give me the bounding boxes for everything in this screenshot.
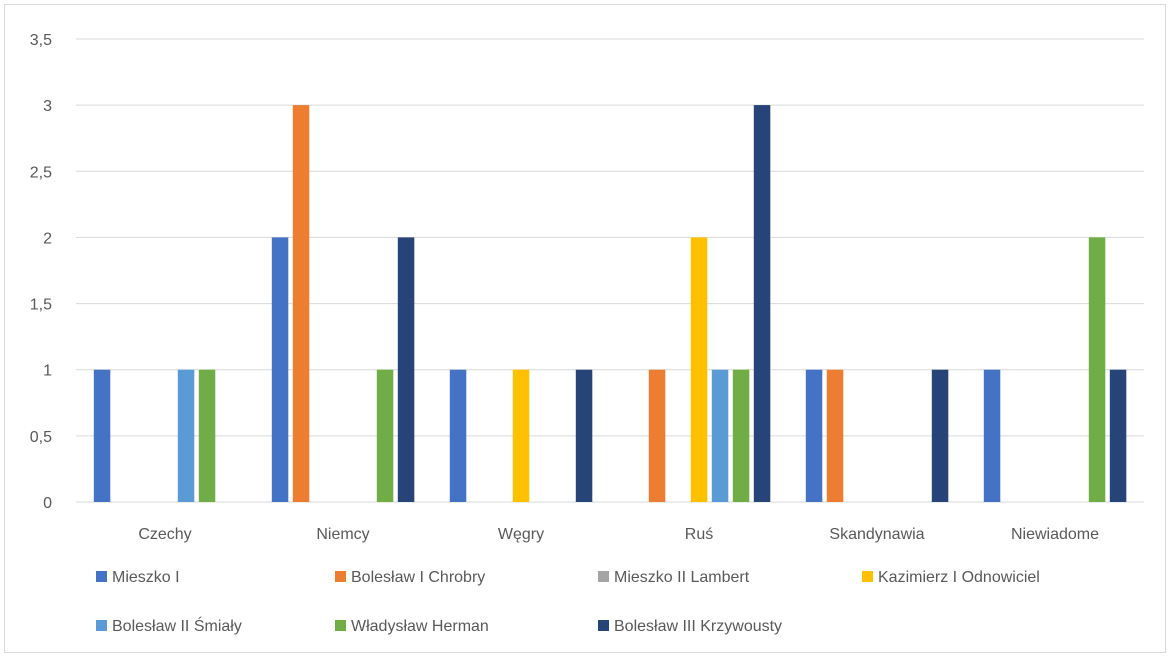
bar: [177, 369, 195, 502]
y-axis-ticks: 0 0,5 1 1,5 2 2,5 3 3,5: [30, 32, 52, 512]
bar: [826, 369, 844, 502]
chart-frame: [4, 4, 1166, 653]
x-category-label: Niewiadome: [1011, 526, 1099, 543]
y-tick-label: 0: [43, 495, 52, 512]
bar: [512, 369, 530, 502]
y-tick-label: 2: [43, 230, 52, 247]
bar: [93, 369, 111, 502]
bar: [449, 369, 467, 502]
bar: [931, 369, 949, 502]
y-tick-label: 0,5: [30, 429, 52, 446]
bar: [1088, 237, 1106, 502]
y-tick-label: 3,5: [30, 32, 52, 49]
legend-swatch: [335, 571, 346, 582]
legend-label: Kazimierz I Odnowiciel: [878, 569, 1040, 586]
bar: [198, 369, 216, 502]
bar: [805, 369, 823, 502]
y-tick-label: 1: [43, 363, 52, 380]
bar: [648, 369, 666, 502]
y-tick-label: 2,5: [30, 164, 52, 181]
legend-label: Władysław Herman: [351, 618, 489, 635]
bar: [271, 237, 289, 502]
bar: [397, 237, 415, 502]
bar: [1109, 369, 1127, 502]
x-category-label: Węgry: [498, 526, 544, 543]
legend-label: Mieszko II Lambert: [614, 569, 750, 586]
legend-label: Bolesław I Chrobry: [351, 569, 485, 586]
bar: [711, 369, 729, 502]
bars: [93, 105, 1127, 502]
y-tick-label: 1,5: [30, 297, 52, 314]
legend-swatch: [598, 620, 609, 631]
legend-label: Bolesław III Krzywousty: [614, 618, 782, 635]
legend-label: Bolesław II Śmiały: [112, 616, 242, 635]
legend-label: Mieszko I: [112, 569, 180, 586]
legend-swatch: [598, 571, 609, 582]
x-category-label: Ruś: [685, 526, 713, 543]
bar: [732, 369, 750, 502]
gridlines: [76, 38, 1144, 503]
bar: [753, 105, 771, 502]
legend-swatch: [335, 620, 346, 631]
y-tick-label: 3: [43, 98, 52, 115]
bar: [575, 369, 593, 502]
x-category-label: Niemcy: [316, 526, 369, 543]
bar: [690, 237, 708, 502]
legend-swatch: [862, 571, 873, 582]
x-axis-categories: Czechy Niemcy Węgry Ruś Skandynawia Niewiadom…: [138, 526, 1099, 543]
bar: [292, 105, 310, 502]
legend: Mieszko I Bolesław I Chrobry Mieszko II La…: [96, 569, 1040, 635]
legend-swatch: [96, 571, 107, 582]
legend-swatch: [96, 620, 107, 631]
x-category-label: Czechy: [138, 526, 191, 543]
bar: [983, 369, 1001, 502]
x-category-label: Skandynawia: [829, 526, 924, 543]
bar: [376, 369, 394, 502]
